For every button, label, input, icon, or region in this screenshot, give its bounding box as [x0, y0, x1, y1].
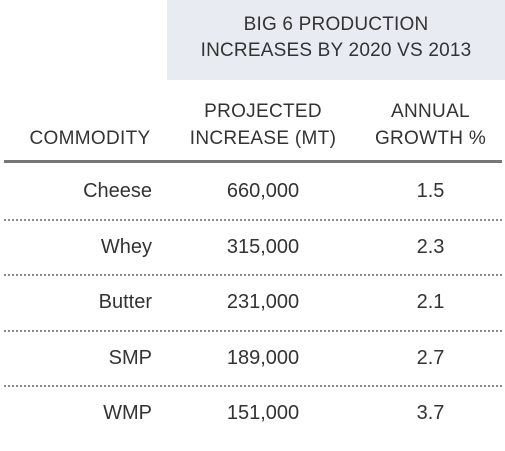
cell-annual-growth: 3.7	[416, 402, 445, 424]
row-divider	[4, 385, 502, 387]
table-row: Cheese 660,000 1.5	[0, 163, 505, 219]
cell-projected-increase: 660,000	[226, 180, 300, 202]
cell-projected-increase: 189,000	[226, 346, 300, 369]
cell-projected-increase: 151,000	[226, 402, 300, 424]
column-header-projected-increase-line-1: PROJECTED	[204, 101, 322, 122]
table-row: Butter 231,000 2.1	[0, 274, 505, 330]
table-row: WMP 151,000 3.7	[0, 385, 505, 441]
title-banner	[167, 0, 505, 80]
column-header-projected-increase-line-2: INCREASE (MT)	[189, 128, 337, 149]
table-row: SMP 189,000 2.7	[0, 330, 505, 386]
column-header-annual-growth-line-2: GROWTH %	[374, 128, 487, 149]
table-row: Whey 315,000 2.3	[0, 219, 505, 275]
column-header-annual-growth: ANNUAL GROWTH %	[368, 98, 493, 152]
column-header-projected-increase: PROJECTED INCREASE (MT)	[178, 98, 348, 152]
cell-commodity: WMP	[103, 402, 152, 424]
row-divider	[4, 329, 502, 332]
cell-annual-growth: 2.7	[416, 346, 445, 369]
cell-projected-increase: 315,000	[226, 235, 300, 258]
cell-commodity: SMP	[108, 346, 152, 369]
table-title-line-2: INCREASES BY 2020 VS 2013	[200, 40, 472, 61]
column-header-commodity: COMMODITY	[29, 128, 151, 149]
row-divider	[4, 218, 502, 221]
table-title: BIG 6 PRODUCTION INCREASES BY 2020 VS 20…	[167, 12, 505, 64]
column-header-annual-growth-line-1: ANNUAL	[391, 101, 470, 122]
cell-commodity: Whey	[100, 235, 152, 258]
cell-annual-growth: 1.5	[416, 180, 445, 202]
cell-annual-growth: 2.1	[416, 291, 445, 313]
cell-projected-increase: 231,000	[226, 291, 300, 313]
header-rule	[4, 160, 502, 163]
cell-commodity: Cheese	[83, 180, 152, 202]
cell-commodity: Butter	[98, 291, 152, 313]
table-title-line-1: BIG 6 PRODUCTION	[243, 14, 429, 35]
row-divider	[4, 274, 502, 276]
cell-annual-growth: 2.3	[416, 235, 445, 258]
